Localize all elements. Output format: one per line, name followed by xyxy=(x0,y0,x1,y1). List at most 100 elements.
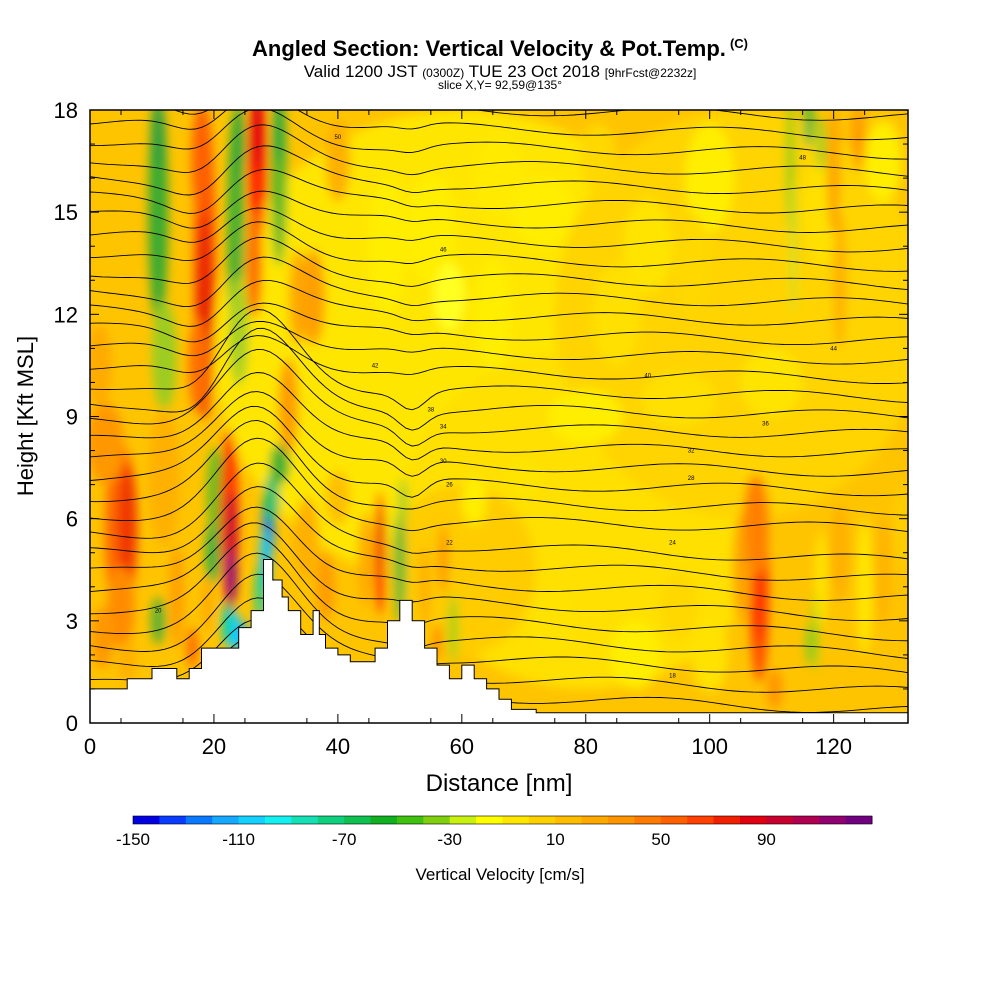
terrain xyxy=(90,559,908,723)
y-tick-label: 18 xyxy=(54,98,78,123)
velocity-blob xyxy=(294,498,320,580)
colorbar-tick-label: -30 xyxy=(437,830,462,849)
velocity-blob xyxy=(340,212,372,294)
isentrope-line xyxy=(90,372,908,461)
colorbar-tick-label: -150 xyxy=(116,830,150,849)
velocity-blob xyxy=(660,573,698,642)
velocity-blob xyxy=(505,457,543,499)
velocity-blob xyxy=(805,624,812,666)
isentrope-label: 32 xyxy=(688,449,695,455)
isentrope-line xyxy=(90,168,908,214)
isentrope-label: 40 xyxy=(644,374,651,380)
velocity-blob xyxy=(833,212,847,349)
velocity-blob xyxy=(790,178,797,315)
velocity-blob xyxy=(529,586,580,655)
colorbar-swatch xyxy=(634,816,662,824)
velocity-blob xyxy=(857,518,873,655)
slice-info: slice X,Y= 92,59@135° xyxy=(437,78,563,92)
colorbar-swatch xyxy=(845,816,873,824)
velocity-blob xyxy=(591,263,642,366)
velocity-blob xyxy=(461,477,487,526)
velocity-blob xyxy=(202,576,213,632)
isentrope-line xyxy=(90,309,908,411)
velocity-blob xyxy=(830,505,850,601)
x-tick-label: 40 xyxy=(326,734,350,759)
velocity-blob xyxy=(148,409,180,546)
velocity-blob xyxy=(852,110,865,172)
isentrope-label: 34 xyxy=(440,425,447,431)
colorbar-swatch xyxy=(502,816,530,824)
velocity-blob xyxy=(864,120,902,202)
velocity-blob xyxy=(511,178,574,247)
isentrope-line xyxy=(90,437,908,533)
isentrope-line xyxy=(90,320,908,365)
velocity-blob xyxy=(672,212,710,315)
colorbar-swatch xyxy=(476,816,503,824)
velocity-blob xyxy=(368,178,407,315)
x-tick-label: 80 xyxy=(574,734,598,759)
isentrope-line xyxy=(90,124,908,177)
colorbar-swatch xyxy=(317,816,345,824)
colorbar-swatch xyxy=(291,816,319,824)
velocity-blob xyxy=(641,372,716,427)
velocity-blob xyxy=(817,116,825,172)
isentrope-label: 28 xyxy=(688,476,695,482)
y-axis-label: Height [Kft MSL] xyxy=(13,336,38,496)
forecast-tag: [9hrFcst@2232z] xyxy=(604,66,697,80)
valid-date: TUE 23 Oct 2018 xyxy=(468,62,600,81)
isentrope-line xyxy=(90,279,908,327)
velocity-blob xyxy=(316,552,335,621)
title-tag: (C) xyxy=(729,36,748,51)
velocity-blob xyxy=(474,259,512,369)
colorbar-swatch xyxy=(370,816,398,824)
isentrope-line xyxy=(90,256,908,308)
colorbar-tick-label: -110 xyxy=(222,830,255,849)
colorbar-swatch xyxy=(713,816,741,824)
chart-title: Angled Section: Vertical Velocity & Pot.… xyxy=(0,36,1000,62)
velocity-field xyxy=(90,110,908,710)
velocity-blob xyxy=(358,511,374,608)
isentrope-line xyxy=(90,302,908,346)
velocity-blob xyxy=(107,566,135,649)
velocity-blob xyxy=(691,617,729,693)
colorbar-swatch xyxy=(212,816,240,824)
velocity-blob xyxy=(433,263,465,332)
colorbar-swatch xyxy=(581,816,609,824)
velocity-blob xyxy=(815,532,828,628)
y-tick-label: 6 xyxy=(66,507,78,532)
colorbar-swatch xyxy=(608,816,635,824)
velocity-blob xyxy=(288,249,307,345)
y-tick-label: 9 xyxy=(66,405,78,430)
velocity-blob xyxy=(91,607,114,669)
isentrope-line xyxy=(90,486,908,581)
isentrope-line xyxy=(90,190,908,233)
isentrope-line xyxy=(90,597,908,693)
velocity-blob xyxy=(448,593,459,662)
colorbar-swatch xyxy=(528,816,556,824)
velocity-blob xyxy=(325,470,351,526)
colorbar-swatch xyxy=(819,816,847,824)
velocity-blob xyxy=(269,443,290,485)
colorbar-swatch xyxy=(264,816,292,824)
isentrope-line xyxy=(90,335,908,384)
y-tick-label: 3 xyxy=(66,609,78,634)
isentrope-line xyxy=(90,405,908,498)
isentrope-label: 20 xyxy=(155,609,162,615)
velocity-blob xyxy=(117,464,138,587)
velocity-blob xyxy=(251,110,264,172)
velocity-blob xyxy=(191,110,209,216)
isentrope-label: 22 xyxy=(446,541,453,547)
colorbar-swatch xyxy=(687,816,715,824)
isentrope-label: 42 xyxy=(372,363,379,369)
velocity-blob xyxy=(418,545,431,628)
colorbar-swatch xyxy=(449,816,477,824)
velocity-blob xyxy=(875,515,892,625)
colorbar-swatch xyxy=(740,816,767,824)
x-tick-label: 100 xyxy=(691,734,728,759)
isentrope-label: 18 xyxy=(669,673,676,679)
colorbar-swatch xyxy=(344,816,372,824)
velocity-blob xyxy=(300,249,326,345)
colorbar-tick-label: 50 xyxy=(651,830,670,849)
